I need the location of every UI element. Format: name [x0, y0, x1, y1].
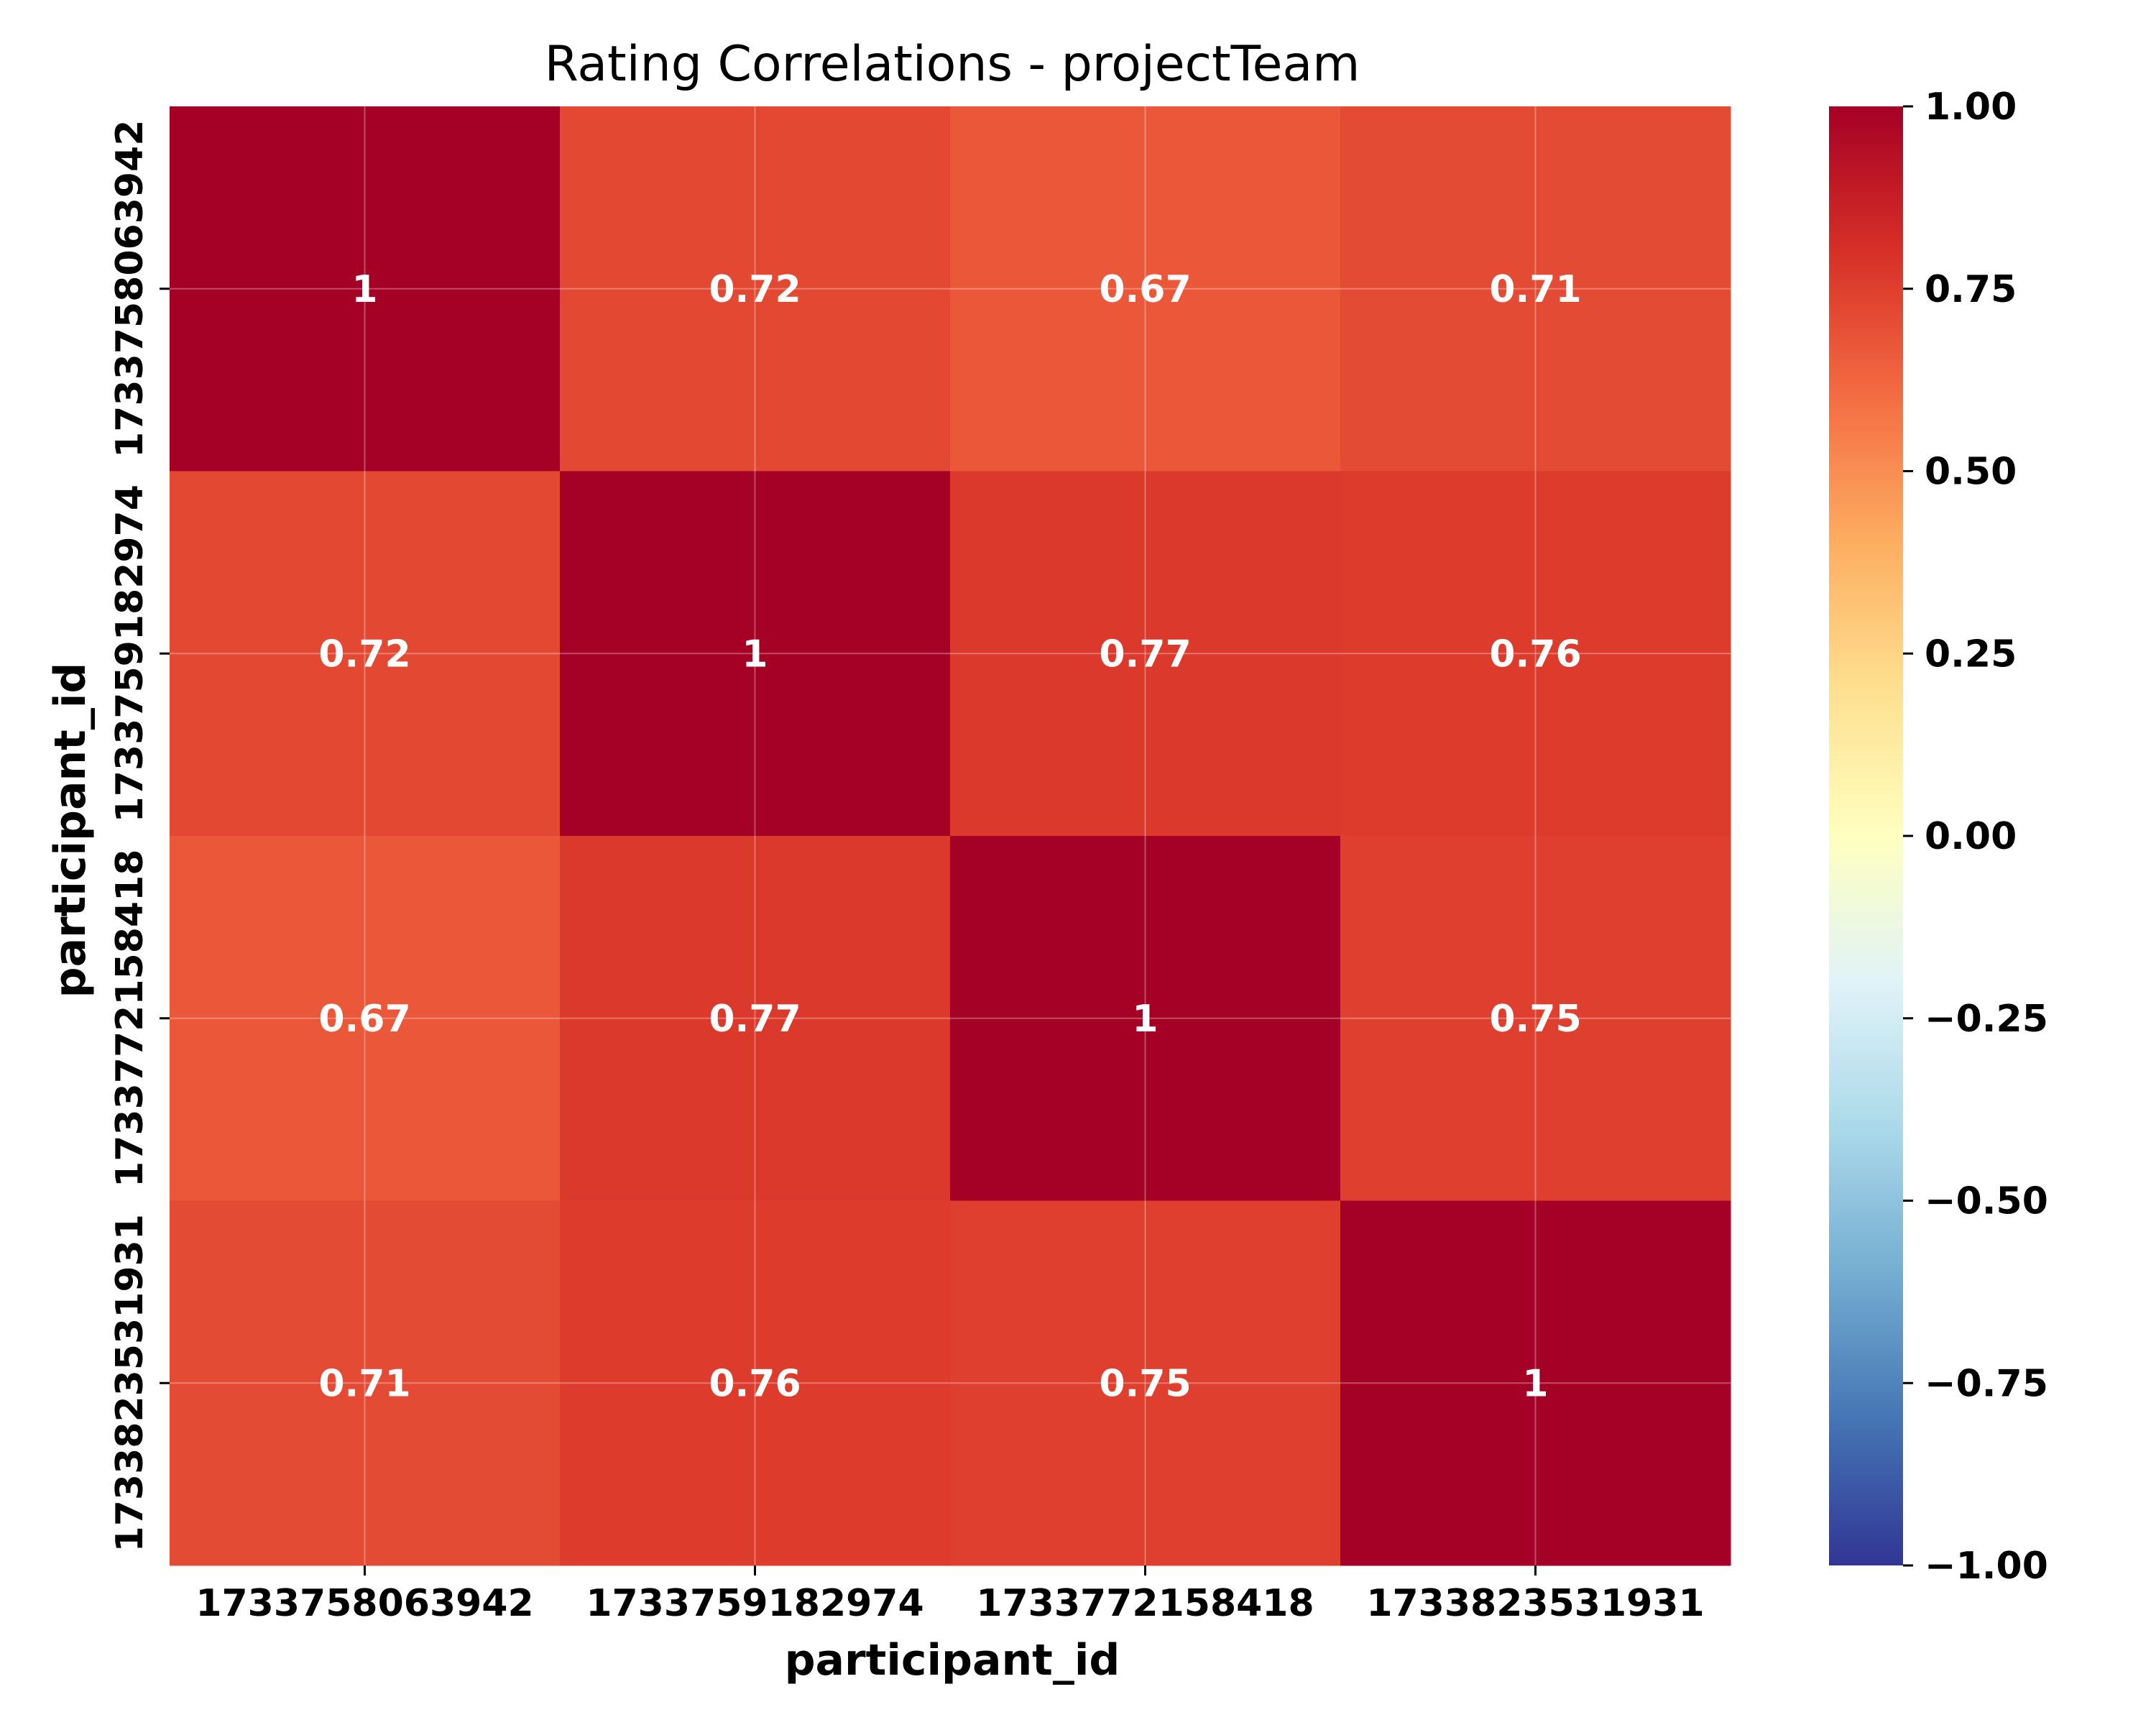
colorbar-tick-label: 1.00 [1925, 86, 2017, 129]
colorbar-tick-label: 0.75 [1925, 268, 2017, 311]
chart-title: Rating Correlations - projectTeam [545, 36, 1360, 93]
y-tick-label: 1733758063942 [109, 120, 152, 458]
cell-value-label: 1 [742, 632, 768, 676]
y-tick-label: 1733759182974 [109, 484, 152, 822]
colorbar [1829, 106, 1903, 1565]
colorbar-tick-label: 0.00 [1925, 815, 2017, 858]
heatmap-cell [560, 1200, 951, 1566]
heatmap-cell [560, 106, 951, 472]
cell-value-label: 0.71 [318, 1362, 410, 1405]
colorbar-tick-label: −1.00 [1925, 1545, 2048, 1588]
heatmap-cell [1340, 106, 1731, 472]
y-tick-label: 1733772158418 [109, 850, 152, 1187]
cell-value-label: 1 [1522, 1362, 1548, 1405]
y-axis-ticks: 1733758063942 1733759182974 1733772158418 1… [109, 120, 170, 1552]
colorbar-tick-label: −0.25 [1925, 998, 2048, 1041]
heatmap-cell [170, 471, 561, 837]
heatmap-cell [1340, 471, 1731, 837]
heatmap-cell [170, 1200, 561, 1566]
heatmap-cell [950, 1200, 1341, 1566]
y-tick-label: 1733823531931 [109, 1214, 152, 1552]
heatmap-cell [560, 471, 951, 837]
heatmap-cell [1340, 1200, 1731, 1566]
heatmap-cell [170, 836, 561, 1201]
cell-value-label: 0.77 [709, 998, 801, 1041]
heatmap-cells [170, 106, 1731, 1566]
colorbar-tick-label: 0.50 [1925, 451, 2017, 494]
y-axis-label: participant_id [45, 663, 96, 998]
cell-value-label: 1 [1132, 998, 1158, 1041]
cell-value-label: 0.77 [1099, 632, 1191, 676]
heatmap-cell [950, 471, 1341, 837]
heatmap-cell [1340, 836, 1731, 1201]
colorbar-tick-label: 0.25 [1925, 632, 2017, 676]
cell-value-label: 0.75 [1489, 998, 1581, 1041]
x-tick-label: 1733772158418 [976, 1582, 1314, 1625]
cell-labels: 1 0.72 0.67 0.71 0.72 1 0.77 0.76 0.67 0.77 1 0.75 0… [318, 268, 1581, 1406]
x-tick-label: 1733823531931 [1366, 1582, 1704, 1625]
x-tick-label: 1733759182974 [586, 1582, 923, 1625]
cell-value-label: 0.67 [1099, 268, 1191, 311]
heatmap-cell [560, 836, 951, 1201]
colorbar-tick-label: −0.50 [1925, 1180, 2048, 1223]
cell-value-label: 0.67 [318, 998, 410, 1041]
cell-value-label: 0.76 [709, 1362, 801, 1405]
x-axis-label: participant_id [785, 1635, 1120, 1685]
gridlines [170, 106, 1731, 1565]
cell-value-label: 0.71 [1489, 268, 1581, 311]
cell-value-label: 0.72 [318, 632, 410, 676]
heatmap-cell [950, 836, 1341, 1201]
heatmap-cell [170, 106, 561, 472]
x-axis-ticks: 1733758063942 1733759182974 1733772158418 1… [195, 1565, 1705, 1625]
cell-value-label: 0.72 [709, 268, 801, 311]
cell-value-label: 0.76 [1489, 632, 1581, 676]
colorbar-tick-label: −0.75 [1925, 1362, 2048, 1405]
heatmap-cell [950, 106, 1341, 472]
x-tick-label: 1733758063942 [195, 1582, 533, 1625]
cell-value-label: 0.75 [1099, 1362, 1191, 1405]
cell-value-label: 1 [351, 268, 377, 311]
colorbar-ticks: 1.00 0.75 0.50 0.25 0.00 −0.25 −0.50 −0.75 −1.00 [1903, 86, 2048, 1588]
